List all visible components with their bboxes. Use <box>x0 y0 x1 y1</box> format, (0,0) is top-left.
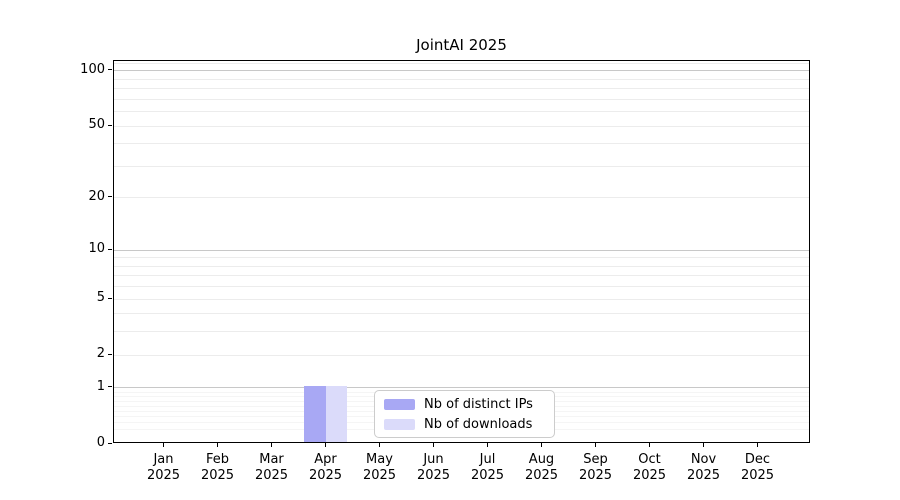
plot-area <box>113 60 810 443</box>
x-axis-tick-label-year: 2025 <box>362 467 397 483</box>
x-axis-tick <box>541 443 542 447</box>
x-axis-tick-label-year: 2025 <box>578 467 613 483</box>
x-axis-tick-label-month: May <box>366 452 393 467</box>
gridline <box>114 286 809 288</box>
x-axis-tick-label: Dec 2025 <box>718 452 798 483</box>
x-axis-tick-label-month: Feb <box>205 452 230 467</box>
gridline <box>114 125 809 127</box>
bar-distinct-ips <box>304 385 326 442</box>
x-axis-tick-label-year: 2025 <box>686 467 721 483</box>
gridline <box>114 249 809 251</box>
y-axis-tick <box>108 69 112 71</box>
gridline <box>114 387 809 389</box>
gridline <box>114 98 809 100</box>
x-axis-tick-label-month: Mar <box>259 452 284 467</box>
y-axis-tick-label: 2 <box>96 346 105 362</box>
y-axis-tick <box>108 442 112 444</box>
x-axis-tick-label-year: 2025 <box>740 467 775 483</box>
gridline <box>114 143 809 145</box>
x-axis-tick-label: Feb 2025 <box>178 452 258 483</box>
x-axis-tick-label-month: Jan <box>153 452 174 467</box>
gridline <box>114 78 809 80</box>
gridline <box>114 197 809 199</box>
x-axis-tick <box>757 443 758 447</box>
gridline <box>114 331 809 333</box>
x-axis-tick-label-month: Jul <box>479 452 496 467</box>
x-axis-tick <box>595 443 596 447</box>
x-axis-tick-label: Jun 2025 <box>394 452 474 483</box>
gridline <box>114 298 809 300</box>
y-axis-tick-label: 1 <box>96 378 105 394</box>
x-axis-tick-label-month: Oct <box>638 452 661 467</box>
x-axis-tick <box>487 443 488 447</box>
x-axis-tick <box>271 443 272 447</box>
chart-title: JointAI 2025 <box>416 36 507 54</box>
x-axis-tick-label-month: Aug <box>528 452 555 467</box>
x-axis-tick-label: Aug 2025 <box>502 452 582 483</box>
y-axis-tick-label: 50 <box>88 117 105 132</box>
gridline <box>114 70 809 72</box>
x-axis-tick-label: Mar 2025 <box>232 452 312 483</box>
gridline <box>114 313 809 315</box>
y-axis-tick <box>108 353 112 355</box>
x-axis-tick-label-year: 2025 <box>524 467 559 483</box>
legend-item-downloads: Nb of downloads <box>384 417 546 432</box>
legend-label-downloads: Nb of downloads <box>424 416 533 432</box>
x-axis-tick <box>649 443 650 447</box>
gridline <box>114 265 809 267</box>
x-axis-tick-label: Jul 2025 <box>448 452 528 483</box>
gridline <box>114 257 809 259</box>
legend-label-distinct-ips: Nb of distinct IPs <box>424 396 533 412</box>
y-axis-tick <box>108 196 112 198</box>
x-axis-tick-label: Jan 2025 <box>124 452 204 483</box>
bar-downloads <box>325 385 347 442</box>
y-axis-tick-label: 20 <box>88 188 105 204</box>
x-axis-tick <box>703 443 704 447</box>
gridline <box>114 62 809 64</box>
x-axis-tick-label: Oct 2025 <box>610 452 690 483</box>
x-axis-tick-label-year: 2025 <box>470 467 505 483</box>
x-axis-tick-label-month: Nov <box>690 452 717 467</box>
gridline <box>114 354 809 356</box>
y-axis-tick <box>108 124 112 126</box>
x-axis-tick-label: Apr 2025 <box>286 452 366 483</box>
x-axis-tick-label-month: Jun <box>423 452 444 467</box>
x-axis-tick-label-year: 2025 <box>308 467 343 483</box>
x-axis-tick-label-year: 2025 <box>146 467 181 483</box>
x-axis-tick-label: Sep 2025 <box>556 452 636 483</box>
x-axis-tick-label-month: Apr <box>314 452 337 467</box>
y-axis-tick-label: 5 <box>96 290 105 306</box>
y-axis-tick <box>108 297 112 299</box>
x-axis-tick-label-year: 2025 <box>632 467 667 483</box>
x-axis-tick <box>217 443 218 447</box>
gridline <box>114 275 809 277</box>
x-axis-tick <box>433 443 434 447</box>
x-axis-tick-label: Nov 2025 <box>664 452 744 483</box>
legend: Nb of distinct IPs Nb of downloads <box>374 390 555 438</box>
x-axis-tick-label-month: Sep <box>583 452 608 467</box>
gridline <box>114 165 809 167</box>
y-axis-tick-label: 0 <box>96 435 105 450</box>
y-axis-tick-label: 10 <box>88 241 105 257</box>
legend-swatch-distinct-ips <box>384 398 415 410</box>
gridline <box>114 88 809 90</box>
x-axis-tick-label-year: 2025 <box>200 467 235 483</box>
x-axis-tick <box>379 443 380 447</box>
y-axis-tick-label: 100 <box>80 61 105 77</box>
y-axis-tick <box>108 386 112 388</box>
x-axis-tick-label-month: Dec <box>744 452 771 467</box>
x-axis-tick-label-year: 2025 <box>416 467 451 483</box>
gridline <box>114 111 809 113</box>
x-axis-tick-label-year: 2025 <box>254 467 289 483</box>
x-axis-tick <box>325 443 326 447</box>
y-axis-tick <box>108 248 112 250</box>
legend-swatch-downloads <box>384 418 415 430</box>
x-axis-tick <box>163 443 164 447</box>
x-axis-tick-label: May 2025 <box>340 452 420 483</box>
legend-item-distinct-ips: Nb of distinct IPs <box>384 397 546 412</box>
